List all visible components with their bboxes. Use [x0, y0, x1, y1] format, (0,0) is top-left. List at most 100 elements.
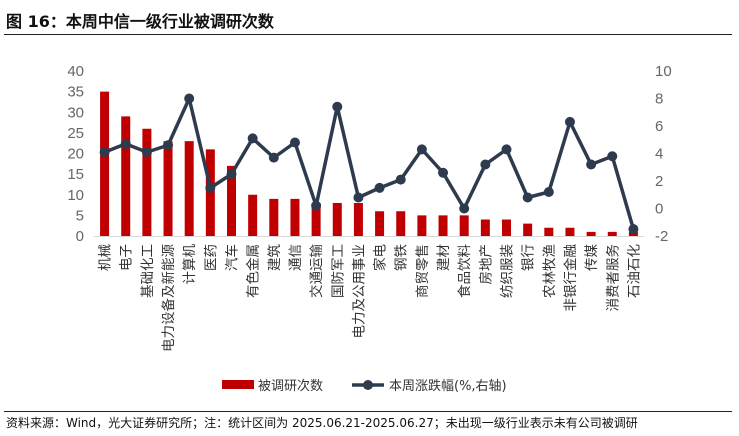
category-label: 纺织服装: [500, 244, 516, 298]
right-axis-tick: -2: [655, 228, 668, 245]
line-point: [163, 140, 174, 151]
title-divider: [4, 34, 732, 35]
category-label: 房地产: [478, 244, 494, 285]
category-label: 医药: [203, 244, 219, 271]
legend-line-marker: [363, 380, 373, 390]
line-point: [120, 138, 131, 149]
bar: [396, 211, 406, 236]
category-label: 计算机: [182, 244, 198, 285]
line-point: [184, 93, 195, 104]
bar: [438, 215, 448, 236]
category-label: 银行: [521, 244, 537, 271]
source-note: 资料来源：Wind，光大证券研究所；注：统计区间为 2025.06.21-202…: [6, 416, 638, 430]
line-point: [226, 169, 237, 180]
left-axis-tick: 5: [76, 207, 84, 224]
category-label: 机械: [98, 244, 114, 271]
left-axis-tick: 30: [67, 104, 84, 121]
bar: [459, 215, 469, 236]
bar: [142, 128, 152, 236]
bar: [332, 203, 342, 236]
bar: [586, 231, 596, 236]
bar-line-chart: 0 5 10 15 20 25 30 35 40 -2 0 2 4 6 8 10 机械 电子 基础化工 电力设备及新能…: [67, 63, 672, 394]
category-label: 汽车: [224, 244, 241, 271]
category-label: 建材: [436, 244, 452, 271]
line-point: [459, 203, 470, 214]
line-point: [501, 144, 512, 155]
bar: [184, 141, 194, 236]
legend-bar-swatch: [222, 380, 254, 389]
bar: [121, 116, 131, 236]
right-axis-tick: 4: [655, 146, 663, 163]
line-point: [543, 187, 554, 197]
bar: [290, 198, 300, 236]
right-axis-tick: 8: [655, 91, 663, 108]
category-label: 基础化工: [139, 244, 156, 298]
bar: [565, 227, 575, 236]
line-point: [522, 192, 533, 203]
line-point: [141, 147, 152, 158]
category-label: 国防军工: [330, 244, 346, 298]
line-point: [395, 174, 406, 185]
bar: [100, 91, 110, 236]
bar: [523, 223, 533, 236]
left-axis-tick: 40: [67, 63, 84, 80]
category-label: 传媒: [584, 244, 600, 272]
category-label: 有色金属: [245, 244, 262, 298]
category-label: 电子: [119, 244, 135, 271]
category-label: 电力设备及新能源: [160, 244, 177, 352]
category-label: 电力及公用事业: [351, 244, 367, 339]
line-point: [332, 101, 343, 112]
category-label: 家电: [372, 244, 389, 271]
right-axis-tick: 10: [655, 63, 672, 80]
bar: [607, 231, 617, 236]
line-point: [99, 147, 110, 158]
line-point: [247, 133, 258, 144]
category-label: 食品饮料: [456, 244, 473, 298]
bar: [227, 165, 236, 236]
category-label: 石油石化: [626, 244, 642, 298]
line-point: [353, 192, 364, 203]
bar: [163, 141, 173, 236]
category-label: 交通运输: [308, 244, 325, 298]
category-label: 农林牧渔: [542, 244, 558, 298]
category-label: 通信: [288, 244, 304, 271]
right-axis-tick: 2: [655, 173, 663, 190]
line-series: [103, 96, 636, 230]
category-label: 消费者服务: [605, 244, 621, 312]
category-label: 非银行金融: [563, 244, 579, 312]
left-axis-tick: 0: [76, 228, 84, 245]
line-point: [268, 152, 279, 163]
line-point: [416, 144, 427, 155]
chart-title: 图 16：本周中信一级行业被调研次数: [6, 12, 274, 31]
source-divider: [4, 411, 732, 412]
bar: [375, 211, 385, 236]
left-axis-tick: 25: [67, 125, 84, 142]
line-point: [205, 182, 216, 193]
left-axis-tick: 10: [67, 187, 84, 204]
legend-line-label: 本周涨跌幅(%,右轴): [389, 378, 507, 394]
line-point: [289, 137, 300, 148]
category-label: 钢铁: [394, 244, 410, 271]
line-point: [586, 159, 597, 170]
line-point: [438, 167, 449, 178]
line-point: [607, 151, 618, 162]
line-point: [480, 159, 491, 170]
line-point: [311, 200, 322, 211]
line-point: [374, 182, 385, 193]
category-label: 商贸零售: [415, 244, 431, 298]
bar: [502, 219, 511, 236]
bar: [269, 198, 279, 236]
left-axis-tick: 15: [67, 166, 84, 183]
bar: [480, 219, 490, 236]
legend-bar-label: 被调研次数: [258, 378, 323, 394]
left-axis-tick: 20: [67, 146, 84, 163]
bar: [544, 227, 554, 236]
right-axis-tick: 6: [655, 118, 663, 135]
bar: [417, 215, 427, 236]
bar: [353, 203, 363, 236]
left-axis-tick: 35: [67, 84, 84, 101]
bar: [248, 194, 258, 236]
bar: [311, 203, 321, 236]
line-point: [628, 224, 639, 235]
right-axis-tick: 0: [655, 201, 663, 218]
